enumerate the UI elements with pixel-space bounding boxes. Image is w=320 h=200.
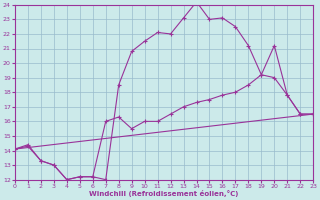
X-axis label: Windchill (Refroidissement éolien,°C): Windchill (Refroidissement éolien,°C) [89, 190, 239, 197]
